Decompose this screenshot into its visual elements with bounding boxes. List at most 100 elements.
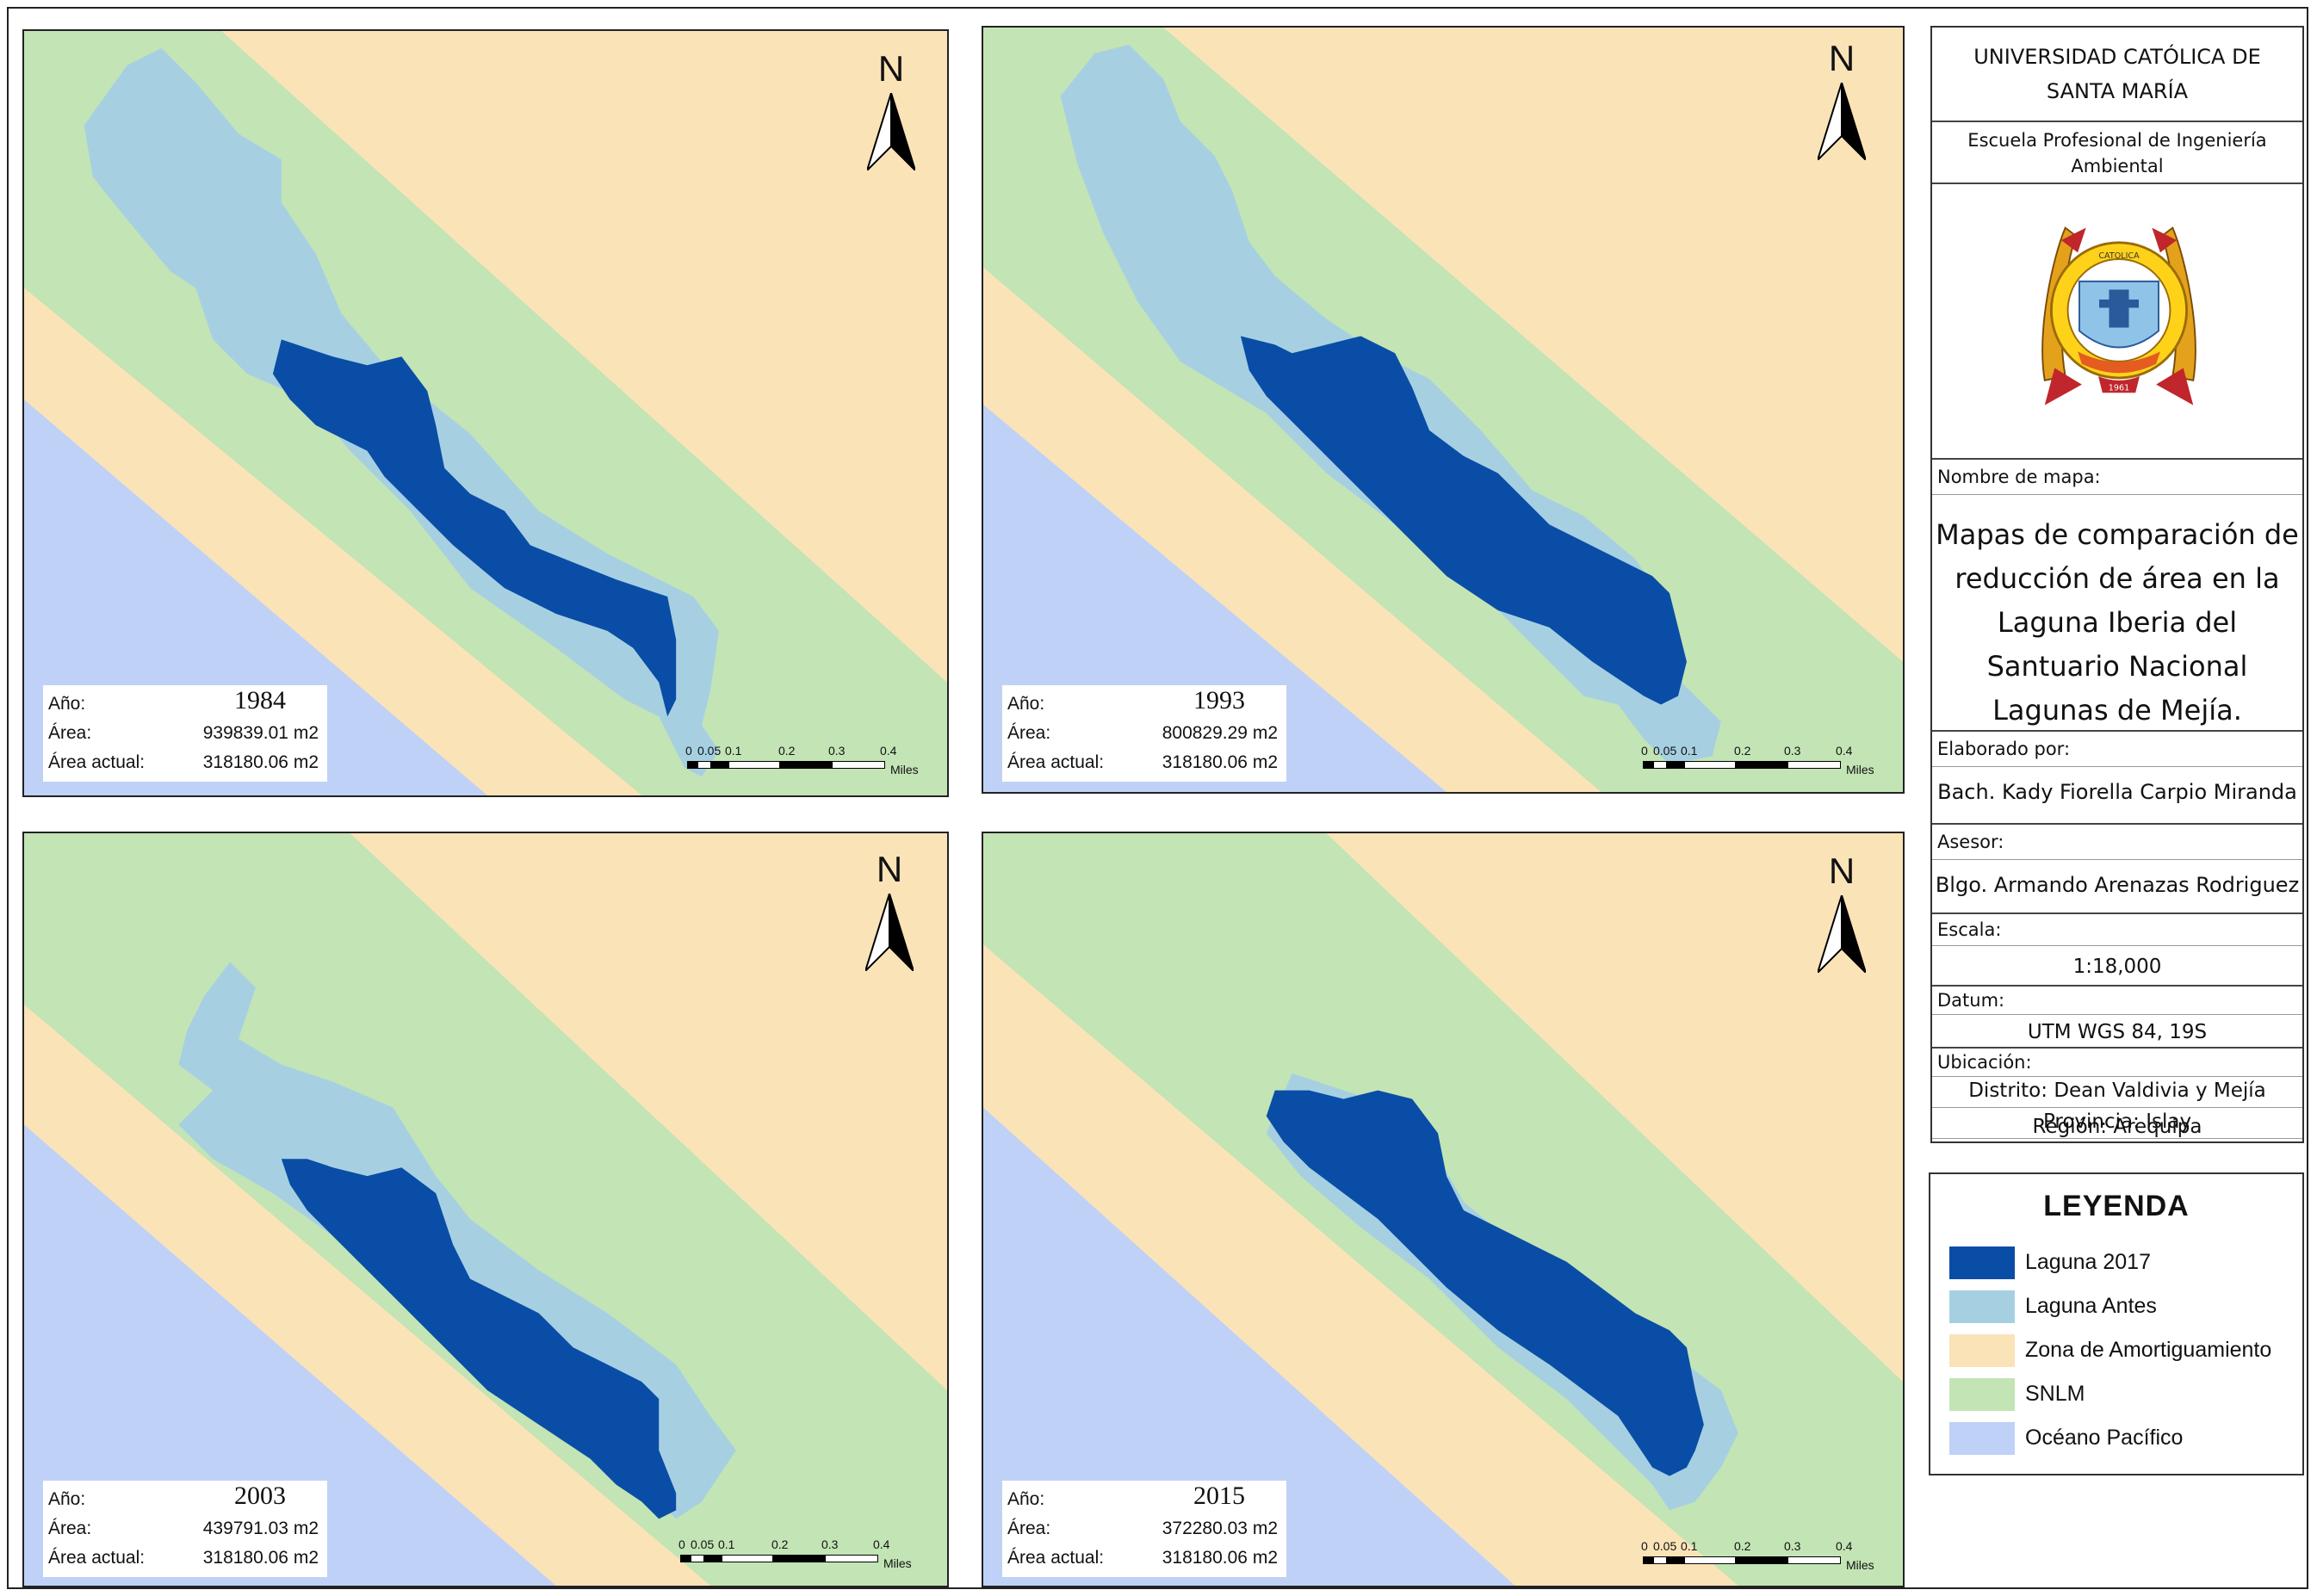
actual-label: Área actual: [1007, 752, 1105, 772]
scale-bar: 0 0.05 0.1 0.2 0.3 0.4 Miles [678, 1537, 928, 1572]
divider [1932, 1107, 2302, 1108]
area-actual-value: 318180.06 m2 [1162, 752, 1278, 772]
scale-tick-label: 0.05 [697, 744, 722, 758]
author-name: Bach. Kady Fiorella Carpio Miranda [1937, 780, 2297, 804]
scale-tick-label: 0.05 [691, 1537, 715, 1551]
scale-bar-segment [773, 1555, 825, 1562]
area-label: Área: [48, 723, 92, 743]
advisor-label: Asesor: [1937, 832, 2004, 852]
svg-text:1961: 1961 [2109, 383, 2129, 393]
author-cell: Elaborado por: Bach. Kady Fiorella Carpi… [1932, 732, 2302, 825]
scale-unit-label: Miles [1846, 763, 1874, 776]
area-value: 372280.03 m2 [1162, 1519, 1278, 1538]
anio-label: Año: [1007, 694, 1045, 714]
author-label: Elaborado por: [1937, 739, 2071, 759]
anio-label: Año: [48, 1489, 86, 1509]
location-region-row: Región: Arequipa [1930, 1110, 2304, 1143]
divider [1932, 1076, 2302, 1077]
scale-bar-segment [1684, 1556, 1736, 1564]
north-arrow: N [1812, 40, 1872, 160]
location-region-text: Región: Arequipa [2032, 1116, 2202, 1138]
north-arrow-icon [1818, 895, 1866, 973]
scale-bar-segment [691, 1555, 704, 1562]
north-label: N [1828, 38, 1855, 78]
map-base-svg [24, 31, 947, 795]
scale-bar-segment [1787, 761, 1841, 769]
scale-bar: 0 0.05 0.1 0.2 0.3 0.4 Miles [1641, 1539, 1891, 1574]
scale-tick-label: 0.1 [1681, 744, 1698, 758]
scale-bar-segment [697, 761, 711, 769]
scale-bar-segment [780, 761, 832, 769]
zona-amortiguamiento-band [24, 288, 642, 795]
datum-value: UTM WGS 84, 19S [2027, 1021, 2208, 1043]
legend-item: Zona de Amortiguamiento [1949, 1333, 2302, 1369]
oceano-pacifico-area [24, 1124, 556, 1586]
laguna-2017-shape [1240, 336, 1687, 705]
scale-tick-label: 0.1 [718, 1537, 735, 1551]
legend-swatch [1949, 1334, 2015, 1367]
scale-tick-label: 0 [1641, 1539, 1648, 1553]
snlm-area [24, 833, 947, 1586]
scale-tick-label: 0.1 [1681, 1539, 1698, 1553]
north-arrow: N [861, 50, 921, 170]
scale-tick-label: 0 [1641, 744, 1648, 758]
scale-tick-label: 0 [685, 744, 692, 758]
map-panel-1984: N Año: 1984 Área: 939839.01 m2 Área actual: 31… [22, 29, 949, 797]
map-name: Mapas de comparación de reducción de áre… [1936, 518, 2299, 727]
title-block: UNIVERSIDAD CATÓLICA DE SANTA MARÍA Escu… [1930, 26, 2304, 1143]
legend-label: SNLM [2025, 1382, 2085, 1406]
scale-bar-segment [1736, 1556, 1787, 1564]
scale-bar: 0 0.05 0.1 0.2 0.3 0.4 Miles [1641, 744, 1891, 778]
university-name: UNIVERSIDAD CATÓLICA DE SANTA MARÍA [1973, 45, 2261, 103]
scale-tick-label: 0.05 [1653, 744, 1677, 758]
area-label: Área: [1007, 1519, 1051, 1538]
area-actual-value: 318180.06 m2 [202, 1548, 319, 1568]
scale-bar-segment [1787, 1556, 1841, 1564]
north-arrow: N [1812, 852, 1872, 973]
scale-tick-label: 0.3 [1784, 1539, 1801, 1553]
area-actual-value: 318180.06 m2 [1162, 1548, 1278, 1568]
datum-cell: Datum: UTM WGS 84, 19S [1932, 987, 2302, 1049]
page-frame [7, 7, 2308, 1589]
scale-bar-segment [1667, 761, 1684, 769]
scale-bar-segment [1736, 761, 1787, 769]
scale-bar-segment [680, 1555, 691, 1562]
scale-tick-label: 0.3 [821, 1537, 839, 1551]
north-arrow-icon [865, 894, 914, 971]
north-arrow-icon [867, 93, 915, 170]
scale-tick-label: 0.2 [778, 744, 796, 758]
school-name: Escuela Profesional de Ingeniería Ambien… [1967, 130, 2267, 176]
area-label: Área: [1007, 723, 1051, 743]
scale-bar-segment [728, 761, 780, 769]
scale-unit-label: Miles [890, 763, 919, 776]
scale-bar-segment [1653, 761, 1667, 769]
legend-title: LEYENDA [2043, 1190, 2190, 1222]
legend-label: Océano Pacífico [2025, 1426, 2184, 1450]
area-value: 800829.29 m2 [1162, 723, 1278, 743]
area-info-box: Año: 2015 Área: 372280.03 m2 Área actual: 318… [1002, 1481, 1286, 1577]
area-info-box: Año: 1993 Área: 800829.29 m2 Área actual: 318… [1002, 685, 1286, 782]
divider [1932, 494, 2302, 495]
scale-tick-label: 0.4 [873, 1537, 890, 1551]
scale-bar-segment [704, 1555, 722, 1562]
area-info-box: Año: 1984 Área: 939839.01 m2 Área actual: 318… [43, 685, 327, 782]
scale-tick-label: 0.2 [771, 1537, 789, 1551]
scale-bar-segment [1667, 1556, 1684, 1564]
year-value: 1993 [1193, 686, 1245, 714]
scale-label: Escala: [1937, 919, 2002, 940]
north-label: N [877, 48, 905, 89]
map-base-svg [24, 833, 947, 1586]
north-arrow: N [859, 851, 920, 971]
university-crest-logo: CATOLICA 1961 [2041, 226, 2196, 405]
map-panel-1993: N Año: 1993 Área: 800829.29 m2 Área actual: 31… [982, 26, 1905, 794]
legend-swatch [1949, 1378, 2015, 1411]
zona-amortiguamiento-band [983, 267, 1601, 792]
divider [1932, 1014, 2302, 1015]
legend-swatch [1949, 1422, 2015, 1455]
divider [1932, 766, 2302, 767]
advisor-name: Blgo. Armando Arenazas Rodriguez [1935, 873, 2300, 897]
north-arrow-icon [1818, 83, 1866, 160]
map-panel-2015: N Año: 2015 Área: 372280.03 m2 Área actual: 31… [982, 832, 1905, 1587]
scale-bar-segment [687, 761, 697, 769]
location-label: Ubicación: [1937, 1052, 2032, 1073]
